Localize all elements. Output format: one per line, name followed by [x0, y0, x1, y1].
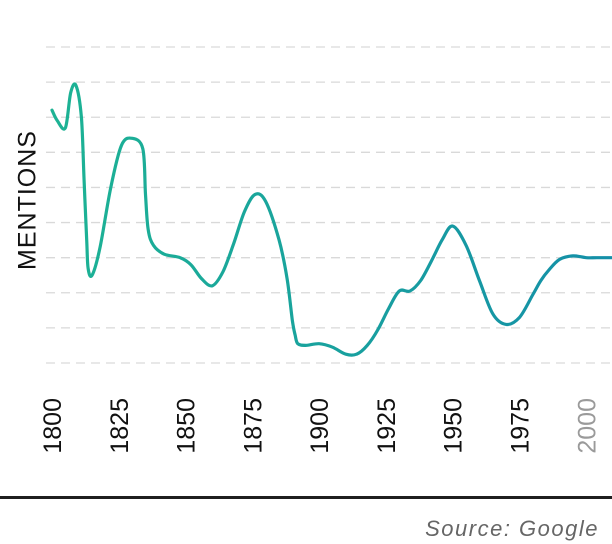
series-layer [50, 82, 612, 357]
y-axis-label: MENTIONS [14, 130, 42, 270]
x-tick-label: 1875 [239, 398, 267, 454]
line-chart: 1800 1825 1850 1875 1900 1925 1950 1975 2000 MEN… [14, 46, 612, 454]
x-tick-label: 2000 [573, 398, 601, 454]
x-axis-ticks: 1800 1825 1850 1875 1900 1925 1950 1975 2000 [39, 398, 601, 454]
x-tick-label: 1975 [507, 398, 535, 454]
x-tick-label: 1900 [306, 398, 334, 454]
x-tick-label: 1825 [106, 398, 134, 454]
gridlines [46, 46, 612, 364]
x-tick-label: 1925 [373, 398, 401, 454]
x-tick-label: 1800 [39, 398, 67, 454]
series-line-0 [50, 82, 612, 357]
x-tick-label: 1850 [173, 398, 201, 454]
chart-baseline [0, 496, 612, 499]
source-note: Source: Google [425, 516, 599, 541]
x-tick-label: 1950 [440, 398, 468, 454]
